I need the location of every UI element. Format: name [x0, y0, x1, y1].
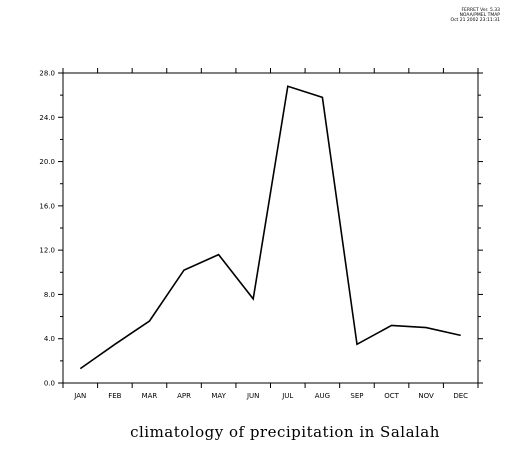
y-tick-label: 8.0 [44, 291, 55, 299]
x-tick-label: JAN [73, 392, 86, 400]
precipitation-series-line [79, 85, 461, 370]
x-tick-label: DEC [453, 392, 468, 400]
y-tick-label: 24.0 [39, 114, 55, 122]
x-tick-label: MAY [211, 392, 226, 400]
ferret-header: FERRET Ver. 5.33 NOAA/PMEL TMAP Oct 21 2… [451, 7, 501, 23]
y-tick-label: 20.0 [39, 158, 55, 166]
x-tick-label: APR [177, 392, 191, 400]
x-axis-tick-labels: JAN FEB MAR APR MAY JUN JUL AUG SEP OCT NOV DEC [73, 392, 468, 400]
y-tick-label: 12.0 [39, 247, 55, 255]
x-tick-label: FEB [108, 392, 121, 400]
x-tick-label: JUL [281, 392, 293, 400]
x-tick-label: AUG [315, 392, 330, 400]
x-tick-label: SEP [350, 392, 363, 400]
chart-title: climatology of precipitation in Salalah [130, 423, 440, 441]
y-tick-label: 0.0 [44, 380, 55, 388]
header-version: FERRET Ver. 5.33 [461, 7, 500, 13]
x-tick-label: JUN [246, 392, 259, 400]
y-tick-label: 4.0 [44, 335, 55, 343]
y-axis-tick-labels: 0.0 4.0 8.0 12.0 16.0 20.0 24.0 28.0 [39, 70, 55, 388]
header-source: NOAA/PMEL TMAP [460, 12, 501, 18]
header-timestamp: Oct 21 2002 23:11:31 [451, 17, 501, 23]
y-tick-label: 28.0 [39, 70, 55, 78]
axis-ticks [58, 68, 483, 388]
x-tick-label: OCT [384, 392, 399, 400]
x-tick-label: NOV [418, 392, 434, 400]
y-tick-label: 16.0 [39, 202, 55, 210]
x-tick-label: MAR [142, 392, 158, 400]
